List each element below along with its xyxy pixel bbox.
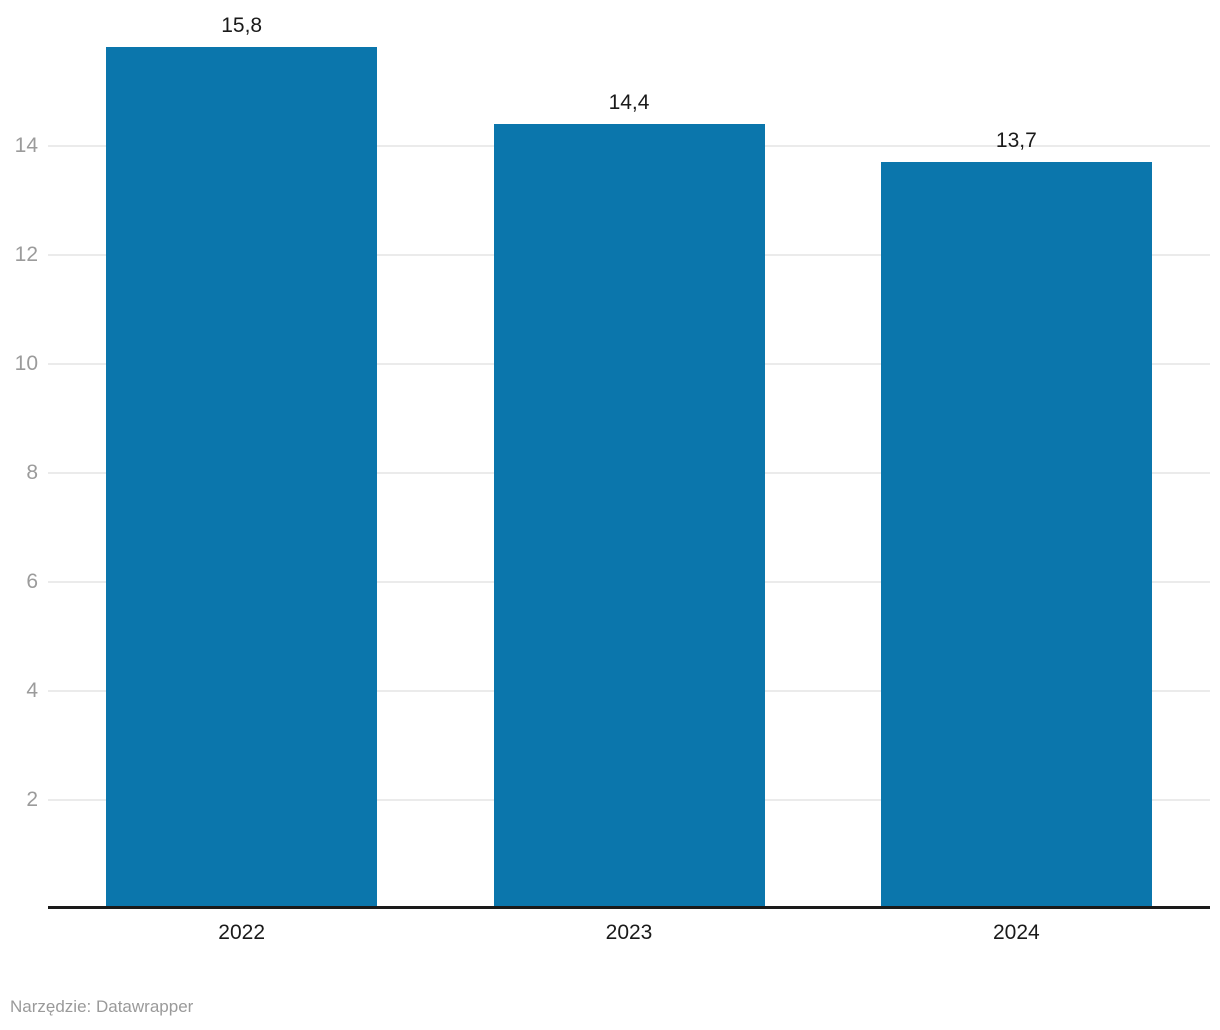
bar-2022 <box>106 47 378 909</box>
x-axis-label-2023: 2023 <box>605 920 653 944</box>
bar-2023 <box>493 123 765 909</box>
bar-2024 <box>880 161 1152 909</box>
chart-footer: Narzędzie: Datawrapper <box>10 996 193 1018</box>
y-tick-label-4: 4 <box>26 678 38 702</box>
y-tick-label-2: 2 <box>26 787 38 811</box>
y-tick-label-10: 10 <box>14 351 38 375</box>
y-tick-label-14: 14 <box>14 133 38 157</box>
y-tick-label-6: 6 <box>26 569 38 593</box>
y-tick-label-12: 12 <box>14 242 38 266</box>
bar-value-label-2022: 15,8 <box>221 14 263 38</box>
y-tick-label-8: 8 <box>26 460 38 484</box>
x-axis-label-2022: 2022 <box>218 920 266 944</box>
x-axis-label-2024: 2024 <box>992 920 1040 944</box>
bar-value-label-2023: 14,4 <box>608 90 650 114</box>
x-axis-line <box>48 906 1210 909</box>
footer-text: Narzędzie: Datawrapper <box>10 997 194 1016</box>
bar-value-label-2024: 13,7 <box>995 128 1037 152</box>
